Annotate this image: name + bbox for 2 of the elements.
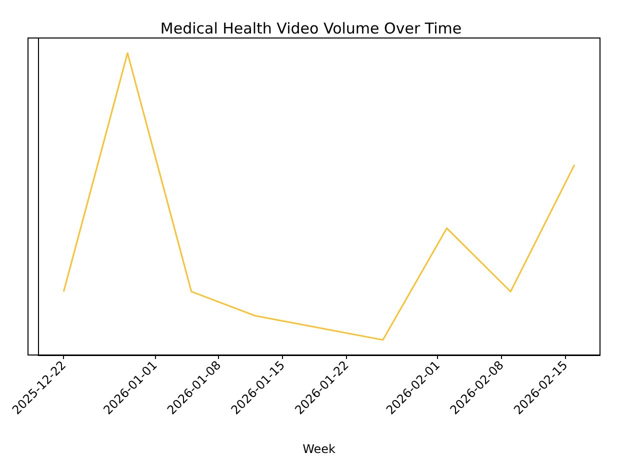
chart-title: Medical Health Video Volume Over Time	[160, 20, 462, 38]
x-axis-title: Week	[302, 442, 336, 456]
